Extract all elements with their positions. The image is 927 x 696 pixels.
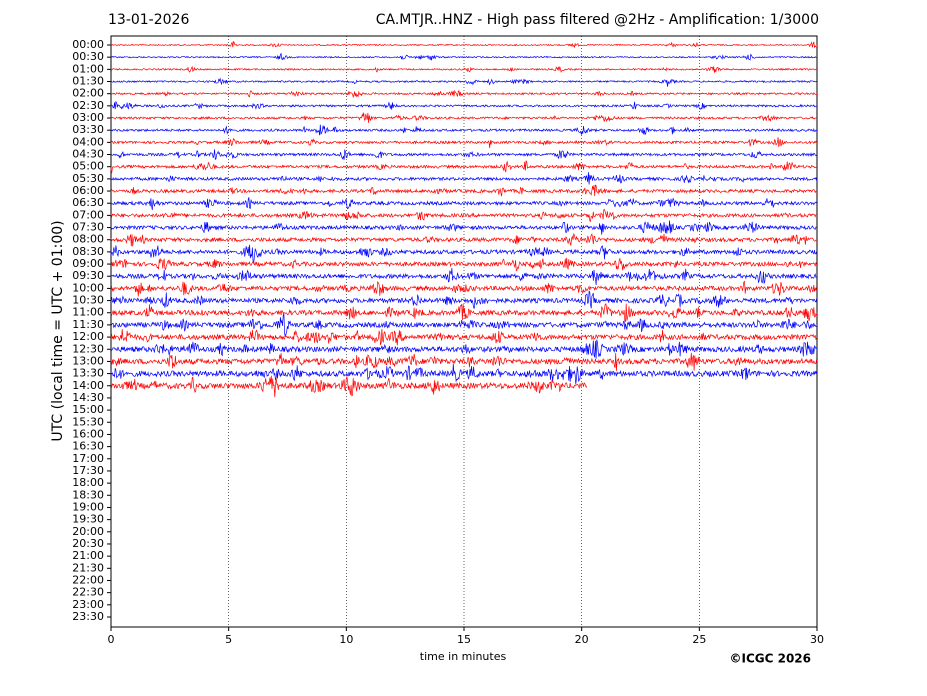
trace bbox=[110, 375, 587, 398]
x-tick-label: 5 bbox=[225, 633, 232, 646]
y-tick-label: 12:30 bbox=[72, 342, 104, 355]
chart-title: CA.MTJR..HNZ - High pass filtered @2Hz -… bbox=[376, 12, 819, 28]
y-tick-label: 11:30 bbox=[72, 318, 104, 331]
y-tick-label: 14:00 bbox=[72, 379, 104, 392]
trace bbox=[110, 112, 818, 123]
trace bbox=[110, 124, 818, 136]
y-tick-label: 03:30 bbox=[72, 123, 104, 136]
trace bbox=[110, 233, 818, 247]
trace bbox=[110, 40, 818, 49]
plot-frame bbox=[110, 35, 818, 628]
y-tick-label: 01:30 bbox=[72, 75, 104, 88]
y-tick-label: 01:00 bbox=[72, 62, 104, 75]
y-tick-label: 02:30 bbox=[72, 99, 104, 112]
y-tick-label: 19:30 bbox=[72, 513, 104, 526]
y-tick-label: 12:00 bbox=[72, 330, 104, 343]
trace bbox=[110, 184, 818, 197]
x-tick-label: 25 bbox=[692, 633, 706, 646]
y-tick-label: 15:30 bbox=[72, 415, 104, 428]
y-axis-label: UTC (local time = UTC + 01:00) bbox=[50, 220, 66, 441]
y-tick-label: 09:30 bbox=[72, 269, 104, 282]
y-tick-label: 18:30 bbox=[72, 488, 104, 501]
trace bbox=[110, 313, 818, 338]
y-tick-label: 06:00 bbox=[72, 184, 104, 197]
trace bbox=[110, 209, 818, 223]
y-tick-label: 04:30 bbox=[72, 148, 104, 161]
y-tick-label: 21:30 bbox=[72, 561, 104, 574]
y-tick-label: 18:00 bbox=[72, 476, 104, 489]
trace bbox=[110, 160, 818, 174]
y-tick-label: 21:00 bbox=[72, 549, 104, 562]
x-tick-label: 30 bbox=[810, 633, 824, 646]
trace bbox=[110, 197, 818, 211]
y-tick-label: 05:00 bbox=[72, 160, 104, 173]
trace bbox=[110, 257, 818, 272]
trace bbox=[110, 339, 818, 359]
y-tick-label: 13:30 bbox=[72, 367, 104, 380]
trace bbox=[110, 303, 818, 322]
trace bbox=[110, 363, 818, 385]
x-tick-label: 15 bbox=[457, 633, 471, 646]
y-tick-label: 15:00 bbox=[72, 403, 104, 416]
y-tick-label: 17:30 bbox=[72, 464, 104, 477]
y-tick-label: 20:00 bbox=[72, 525, 104, 538]
trace bbox=[110, 172, 818, 185]
y-tick-label: 17:00 bbox=[72, 452, 104, 465]
trace bbox=[110, 148, 818, 160]
y-tick-label: 10:00 bbox=[72, 281, 104, 294]
y-tick-label: 22:00 bbox=[72, 573, 104, 586]
date: 13-01-2026 bbox=[108, 12, 189, 28]
y-tick-label: 13:00 bbox=[72, 354, 104, 367]
y-tick-label: 16:30 bbox=[72, 440, 104, 453]
trace bbox=[110, 100, 818, 110]
y-tick-label: 06:30 bbox=[72, 196, 104, 209]
trace bbox=[110, 290, 818, 309]
trace bbox=[110, 65, 818, 73]
trace bbox=[110, 89, 818, 99]
y-tick-label: 19:00 bbox=[72, 500, 104, 513]
trace bbox=[110, 220, 818, 235]
y-tick-label: 08:30 bbox=[72, 245, 104, 258]
trace bbox=[110, 52, 818, 61]
credit: ©ICGC 2026 bbox=[729, 652, 811, 666]
y-tick-label: 00:00 bbox=[72, 38, 104, 51]
x-axis-label: time in minutes bbox=[420, 650, 507, 663]
y-tick-label: 23:30 bbox=[72, 610, 104, 623]
trace bbox=[110, 244, 818, 263]
y-tick-label: 14:30 bbox=[72, 391, 104, 404]
trace bbox=[110, 280, 818, 297]
y-tick-label: 23:00 bbox=[72, 598, 104, 611]
y-tick-label: 08:00 bbox=[72, 233, 104, 246]
trace bbox=[110, 328, 818, 346]
x-tick-label: 10 bbox=[339, 633, 353, 646]
y-tick-label: 20:30 bbox=[72, 537, 104, 550]
x-tick-label: 20 bbox=[575, 633, 589, 646]
trace bbox=[110, 77, 818, 87]
trace bbox=[110, 268, 818, 285]
y-tick-label: 11:00 bbox=[72, 306, 104, 319]
trace bbox=[110, 352, 818, 371]
y-tick-label: 07:30 bbox=[72, 221, 104, 234]
y-tick-label: 07:00 bbox=[72, 208, 104, 221]
y-tick-label: 09:00 bbox=[72, 257, 104, 270]
y-tick-label: 04:00 bbox=[72, 135, 104, 148]
y-tick-label: 02:00 bbox=[72, 87, 104, 100]
y-tick-label: 10:30 bbox=[72, 294, 104, 307]
y-tick-label: 05:30 bbox=[72, 172, 104, 185]
y-tick-label: 22:30 bbox=[72, 586, 104, 599]
trace bbox=[110, 137, 818, 149]
x-tick-label: 0 bbox=[108, 633, 115, 646]
y-tick-label: 03:00 bbox=[72, 111, 104, 124]
y-tick-label: 16:00 bbox=[72, 427, 104, 440]
y-tick-label: 00:30 bbox=[72, 50, 104, 63]
